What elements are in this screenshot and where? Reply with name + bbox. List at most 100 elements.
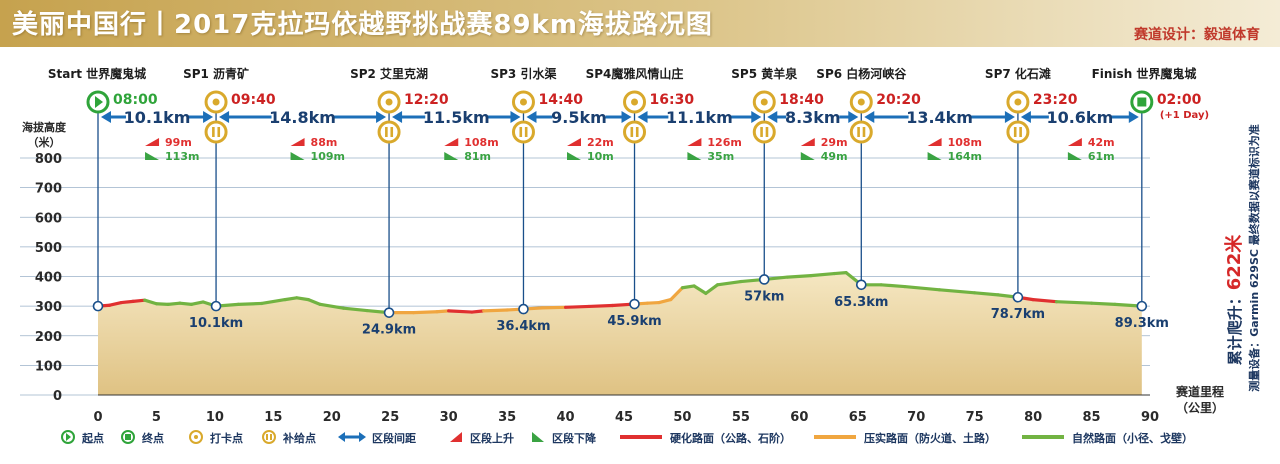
up-triangle-icon — [450, 432, 462, 442]
x-tick-label: 45 — [615, 410, 633, 425]
x-tick-label: 75 — [966, 410, 984, 425]
profile-segment-natural — [809, 271, 837, 278]
up-triangle-icon — [927, 138, 942, 146]
segment-distance: 11.5km — [423, 108, 490, 127]
arrow-left-icon — [864, 111, 875, 123]
point-time: 23:20 — [1033, 92, 1078, 108]
x-tick-label: 65 — [849, 410, 867, 425]
y-tick-label: 200 — [35, 330, 62, 345]
x-tick-label: 50 — [673, 410, 691, 425]
title-banner: 美丽中国行丨2017克拉玛依越野挑战赛89km海拔路况图 赛道设计：毅道体育 — [0, 0, 1280, 47]
profile-segment-natural — [178, 301, 194, 306]
segment-distance: 11.1km — [666, 108, 733, 127]
segment-up: 22m — [587, 136, 614, 149]
segment-up: 29m — [821, 136, 848, 149]
segment-down: 164m — [948, 150, 982, 163]
arrow-right-icon — [510, 111, 521, 123]
up-triangle-icon — [290, 138, 305, 146]
legend-label: 终点 — [142, 431, 164, 445]
profile-segment-natural — [341, 306, 369, 313]
x-tick-label: 35 — [498, 410, 516, 425]
x-tick-label: 90 — [1141, 410, 1159, 425]
profile-point-dot — [758, 274, 770, 285]
point-time: 02:00 — [1157, 92, 1202, 108]
arrow-right-icon — [376, 111, 387, 123]
legend-label: 区段上升 — [470, 431, 514, 445]
checkin-dot-icon — [857, 98, 865, 106]
distance-label-bg — [126, 106, 189, 126]
y-axis-label-line1: 海拔高度 — [22, 120, 67, 134]
segment-distance: 10.1km — [124, 108, 191, 127]
x-tick-label: 60 — [790, 410, 808, 425]
segment-down: 81m — [464, 150, 491, 163]
arrow-left-icon — [392, 111, 403, 123]
profile-segment-natural — [902, 284, 942, 292]
supply-bar-icon — [635, 127, 639, 137]
supply-bar-icon — [519, 127, 523, 137]
segment-up: 88m — [311, 136, 338, 149]
profile-segment-packed — [412, 310, 439, 315]
y-axis-label-line2: （米） — [28, 135, 61, 149]
profile-segment-natural — [692, 284, 708, 295]
x-tick-label: 40 — [557, 410, 575, 425]
segment-down: 113m — [165, 150, 199, 163]
arrow-right-icon — [621, 111, 632, 123]
point-time: 16:30 — [650, 92, 695, 108]
point-km-label: 65.3km — [834, 295, 888, 310]
arrow-right-icon — [1004, 111, 1015, 123]
y-tick-label: 100 — [35, 359, 62, 374]
profile-segment-packed — [540, 305, 568, 310]
chart-title: 美丽中国行丨2017克拉玛依越野挑战赛89km海拔路况图 — [12, 10, 713, 40]
x-tick-label: 70 — [907, 410, 925, 425]
legend-label: 自然路面（小径、戈壁） — [1072, 431, 1193, 445]
point-time: 09:40 — [231, 92, 276, 108]
point-name: Start 世界魔鬼城 — [48, 66, 146, 81]
point-km-label: 45.9km — [607, 314, 661, 329]
profile-point-dot — [92, 300, 104, 312]
profile-segment-natural — [260, 298, 287, 306]
x-axis-label-line2: （公里） — [1176, 400, 1224, 415]
down-triangle-icon — [290, 152, 305, 160]
profile-segment-natural — [715, 279, 743, 287]
distance-label-bg — [271, 106, 334, 126]
point-km-label: 10.1km — [189, 316, 243, 331]
profile-segment-packed — [435, 309, 451, 314]
checkpoint-markers: Start 世界魔鬼城 08:00 SP1 沥青矿 09:40 10.1km SP2 艾里… — [48, 66, 1209, 338]
point-name: SP3 引水渠 — [490, 66, 556, 81]
segment-distance: 13.4km — [906, 108, 973, 127]
x-tick-label: 80 — [1024, 410, 1042, 425]
supply-bar-icon — [385, 127, 388, 137]
up-triangle-icon — [145, 138, 160, 146]
point-name: SP1 沥青矿 — [183, 66, 249, 81]
point-time: 20:20 — [876, 92, 921, 108]
distance-label-bg — [786, 106, 840, 126]
x-tick-label: 5 — [152, 410, 161, 425]
distance-label-bg — [1048, 106, 1111, 126]
profile-segment-hard — [119, 299, 135, 305]
axes: 0 100 200 300 400 500 600 700 800 海拔高度（米） 0 5 10 15 20… — [22, 120, 1224, 425]
elevation-area — [96, 271, 1144, 395]
play-icon — [95, 96, 103, 108]
segment-distance: 9.5km — [551, 108, 607, 127]
stop-icon — [125, 434, 131, 440]
segment-down: 49m — [821, 150, 848, 163]
profile-segment-hard — [447, 309, 474, 314]
point-km-label: 36.4km — [496, 319, 550, 334]
total-climb: 累计爬升：622米 — [1223, 234, 1245, 366]
segment-down: 10m — [587, 150, 614, 163]
time-note: (+1 Day) — [1160, 110, 1209, 121]
device-note: 测量设备：Garmin 629SC 最终数据以赛道标识为准 — [1247, 124, 1261, 392]
checkin-dot-icon — [194, 435, 198, 439]
arrow-left-icon — [338, 432, 345, 442]
distance-label-bg — [552, 106, 606, 126]
y-tick-label: 500 — [35, 241, 62, 256]
profile-segment-hard — [108, 300, 123, 307]
point-km-label: 57km — [744, 289, 784, 304]
x-tick-label: 30 — [440, 410, 458, 425]
supply-icon — [511, 120, 535, 144]
legend: 起点 终点 打卡点 补给点 区段间距 区段上升 区段下降 硬化路面（公路、石阶） 压实路面（防火… — [61, 430, 1193, 445]
profile-segment-natural — [283, 296, 299, 302]
point-name: Finish 世界魔鬼城 — [1092, 66, 1197, 81]
point-name: SP2 艾里克湖 — [350, 66, 428, 81]
